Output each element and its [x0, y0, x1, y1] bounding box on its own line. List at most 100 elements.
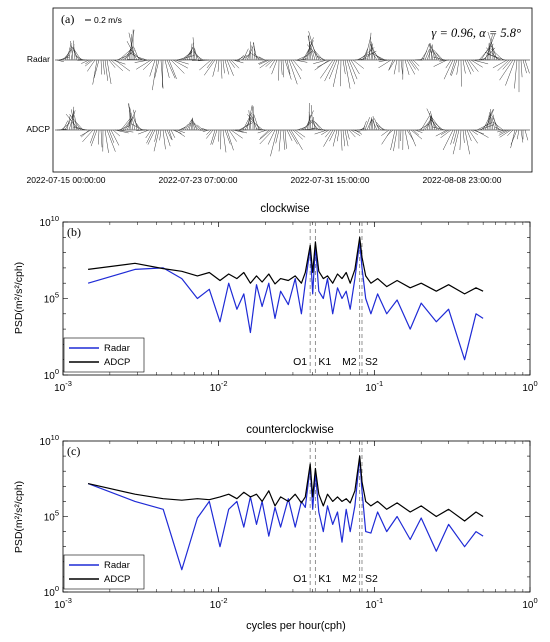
- current-vector: [468, 129, 478, 144]
- current-vector: [278, 129, 282, 152]
- current-vector: [85, 59, 92, 65]
- tidal-label-m2: M2: [342, 573, 357, 585]
- current-vector: [70, 45, 80, 61]
- panel-a-label: (a): [61, 12, 74, 26]
- current-vector: [422, 43, 430, 61]
- date-tick: 2022-07-23 07:00:00: [159, 175, 238, 185]
- current-vector: [408, 59, 416, 70]
- current-vector: [294, 59, 308, 63]
- current-vector: [182, 124, 189, 131]
- current-vector: [284, 59, 292, 80]
- current-vector: [306, 114, 311, 131]
- current-vector: [256, 124, 264, 131]
- current-vector: [147, 129, 156, 145]
- current-vector: [58, 128, 67, 131]
- current-vector: [228, 59, 235, 68]
- current-vector: [420, 115, 430, 131]
- current-vector: [378, 59, 392, 69]
- current-vector: [259, 129, 274, 145]
- current-vector: [499, 129, 508, 134]
- current-vector: [108, 129, 115, 143]
- tidal-label-s2: S2: [365, 356, 378, 368]
- current-vector: [153, 129, 160, 152]
- current-vector: [199, 59, 212, 71]
- current-vector: [257, 129, 268, 134]
- panel-b-legend: Radar ADCP: [63, 337, 145, 373]
- current-vector: [313, 59, 328, 64]
- current-vector: [110, 59, 124, 71]
- current-vector: [256, 128, 266, 131]
- current-vector: [184, 119, 193, 131]
- current-vector: [432, 50, 436, 61]
- current-vector: [242, 48, 249, 61]
- date-tick: 2022-07-15 00:00:00: [27, 175, 106, 185]
- current-vector: [450, 129, 456, 145]
- current-vector: [364, 36, 371, 61]
- current-vector: [435, 129, 448, 137]
- current-vector: [124, 118, 133, 131]
- current-vector: [110, 129, 120, 146]
- current-vector: [138, 129, 150, 135]
- current-vector: [308, 119, 320, 131]
- current-vector: [212, 129, 218, 145]
- current-vector: [412, 59, 420, 67]
- current-vector: [154, 59, 160, 78]
- current-vector: [350, 129, 361, 136]
- current-vector: [400, 129, 402, 142]
- current-vector: [89, 129, 96, 144]
- current-vector: [433, 49, 444, 61]
- current-vector: [170, 59, 185, 74]
- current-vector: [66, 114, 71, 131]
- current-vector: [352, 59, 364, 69]
- current-vector: [90, 129, 98, 147]
- current-vector: [73, 127, 88, 131]
- current-vector: [73, 40, 76, 61]
- current-vector: [498, 129, 510, 136]
- current-vector: [400, 59, 403, 75]
- current-vector: [290, 59, 302, 80]
- current-vector: [166, 129, 172, 140]
- panel-c-counterclockwise-spectrum: counterclockwise (c) PSD(m²/s²/cph) cycl…: [13, 424, 538, 632]
- current-vector: [429, 113, 434, 131]
- panel-c-ticks: 10-3 10-2 10-1 100 100 105 1010: [40, 433, 538, 611]
- current-vector: [386, 129, 394, 136]
- current-vector: [206, 59, 214, 69]
- current-vector: [307, 35, 314, 61]
- y-tick-label: 105: [44, 291, 59, 306]
- current-vector: [128, 112, 131, 131]
- current-vector: [174, 59, 189, 65]
- current-vector: [507, 129, 514, 136]
- row-label-adcp: ADCP: [26, 124, 50, 134]
- current-vector: [431, 126, 446, 131]
- current-vector: [452, 129, 460, 155]
- current-vector: [186, 122, 191, 131]
- current-vector: [340, 59, 342, 87]
- current-vector: [271, 59, 278, 75]
- current-vector: [247, 114, 262, 131]
- current-vector: [230, 59, 240, 69]
- current-vector: [346, 129, 350, 140]
- current-vector: [306, 44, 322, 61]
- current-vector: [491, 45, 496, 61]
- current-vector: [154, 129, 158, 142]
- current-vector: [254, 53, 260, 61]
- current-vector: [112, 129, 121, 137]
- current-vector: [313, 120, 322, 131]
- current-vector: [464, 129, 470, 155]
- tidal-label-k1: K1: [318, 573, 331, 585]
- current-vector: [149, 59, 156, 77]
- current-vector: [93, 59, 100, 79]
- panel-b-tidal-lines: O1 K1 M2 S2: [293, 222, 378, 375]
- current-vector: [325, 129, 332, 138]
- current-vector: [324, 59, 336, 82]
- current-vector: [497, 59, 510, 71]
- current-vector: [348, 129, 356, 138]
- current-vector: [466, 129, 472, 141]
- current-vector: [228, 129, 237, 142]
- x-tick-label: 100: [522, 596, 537, 611]
- current-vector: [451, 59, 458, 76]
- current-vector: [378, 58, 388, 61]
- row-label-radar: Radar: [27, 54, 50, 64]
- current-vector: [118, 46, 134, 61]
- radar-sticks: [56, 29, 530, 93]
